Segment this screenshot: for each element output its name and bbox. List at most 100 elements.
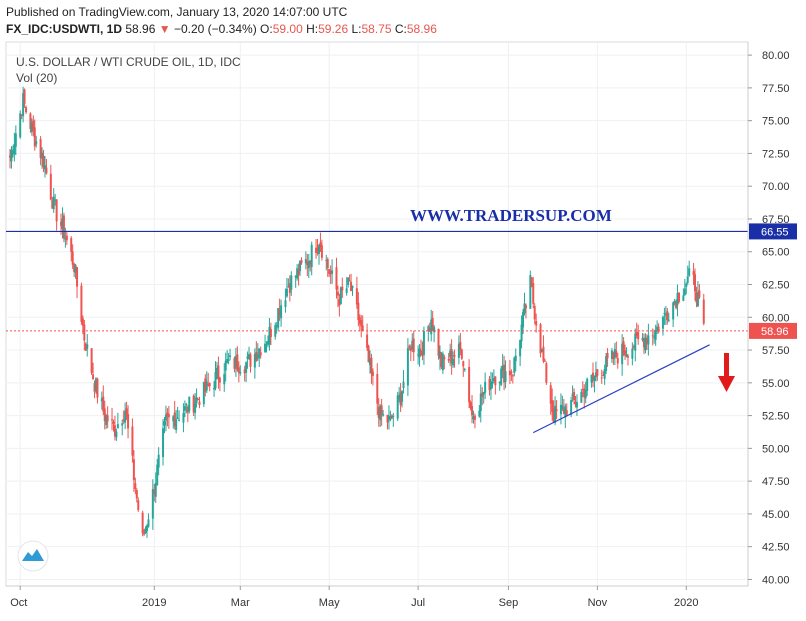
tradingview-logo[interactable] (17, 540, 49, 572)
candle-body (70, 238, 73, 252)
candle-body (443, 357, 446, 360)
candle-body (162, 428, 165, 458)
candle-body (245, 362, 248, 373)
candle-body (326, 259, 329, 268)
candle-body (51, 200, 54, 209)
candle-body (131, 426, 134, 456)
candle-body (644, 337, 647, 351)
candle-body (96, 378, 99, 398)
candle-body (606, 352, 609, 359)
candle-body (328, 269, 331, 274)
candle-body (202, 381, 205, 405)
candle-body (226, 359, 229, 364)
candle-body (673, 300, 676, 304)
candle-body (360, 320, 363, 327)
y-tick-label: 72.50 (762, 148, 790, 160)
y-tick-label: 75.00 (762, 116, 790, 128)
candle-body (683, 288, 686, 296)
down-arrow-icon: ▼ (158, 22, 171, 36)
candle-body (234, 356, 237, 368)
candle-body (491, 382, 494, 385)
candle-body (13, 143, 16, 155)
candle-body (214, 371, 217, 389)
candle-body (392, 415, 395, 417)
candle-body (533, 306, 536, 320)
candle-body (175, 419, 178, 430)
candle-body (325, 259, 328, 261)
candle-body (593, 375, 596, 381)
x-tick-label: Sep (499, 597, 519, 609)
candle-body (584, 389, 587, 399)
candle-body (540, 349, 543, 352)
candle-body (571, 393, 574, 397)
candle-body (387, 415, 390, 421)
candle-body (637, 332, 640, 340)
candle-body (535, 320, 538, 326)
candle-body (127, 414, 130, 429)
candle-body (249, 354, 252, 367)
candle-body (338, 299, 341, 306)
candle-body (315, 247, 318, 253)
candle-body (92, 374, 95, 380)
candle-body (277, 308, 280, 328)
candle-body (552, 408, 555, 423)
candle-body (481, 392, 484, 397)
candle-body (294, 276, 297, 278)
candle-body (52, 196, 55, 210)
candle-body (134, 483, 137, 489)
time-axis[interactable]: Oct 2019 Mar May Jul Sep Nov 2020 (10, 586, 699, 609)
candle-body (482, 391, 485, 395)
candle-body (41, 152, 44, 159)
candle-body (677, 292, 680, 302)
candle-body (204, 378, 207, 392)
candle-body (116, 424, 119, 429)
candle-body (667, 319, 670, 321)
candle-body (626, 355, 629, 358)
candle-body (612, 352, 615, 360)
open-label: O: (260, 22, 273, 36)
close-value: 58.96 (406, 22, 437, 36)
candle-body (632, 346, 635, 348)
candle-body (370, 357, 373, 374)
candle-body (382, 414, 385, 416)
candle-body (213, 387, 216, 390)
candle-body (76, 267, 79, 287)
high-label: H: (306, 22, 319, 36)
candle-body (450, 348, 453, 364)
candle-body (54, 199, 57, 201)
candle-body (631, 348, 634, 359)
candle-body (389, 416, 392, 420)
candle-body (573, 391, 576, 401)
candle-body (590, 374, 593, 383)
trend-line[interactable] (532, 344, 710, 434)
candle-body (143, 533, 146, 535)
candle-body (227, 359, 230, 361)
candle-body (469, 401, 472, 409)
y-tick-label: 45.00 (762, 509, 790, 521)
candle-body (427, 326, 430, 332)
candle-body (306, 261, 309, 266)
candle-body (335, 267, 338, 290)
candle-body (197, 399, 200, 401)
price-axis[interactable]: 40.00 42.50 45.00 47.50 50.00 52.50 55.00 57.50… (748, 50, 790, 586)
candle-body (524, 305, 527, 309)
candle-body (600, 377, 603, 379)
candle-body (236, 354, 239, 371)
candle-body (84, 343, 87, 351)
candle-body (284, 300, 287, 308)
symbol-label[interactable]: FX_IDC:USDWTI, 1D (6, 22, 123, 36)
candle-body (111, 419, 114, 421)
candle-body (304, 259, 307, 264)
candle-body (74, 264, 77, 273)
candlestick-series (9, 86, 705, 538)
published-line: Published on TradingView.com, January 13… (6, 5, 348, 19)
candle-body (390, 415, 393, 419)
candle-body (30, 123, 33, 133)
candle-body (71, 251, 74, 265)
candle-body (468, 366, 471, 403)
candle-body (23, 89, 26, 104)
y-tick-label: 77.50 (762, 83, 790, 95)
candle-body (256, 354, 259, 359)
candle-body (421, 350, 424, 356)
